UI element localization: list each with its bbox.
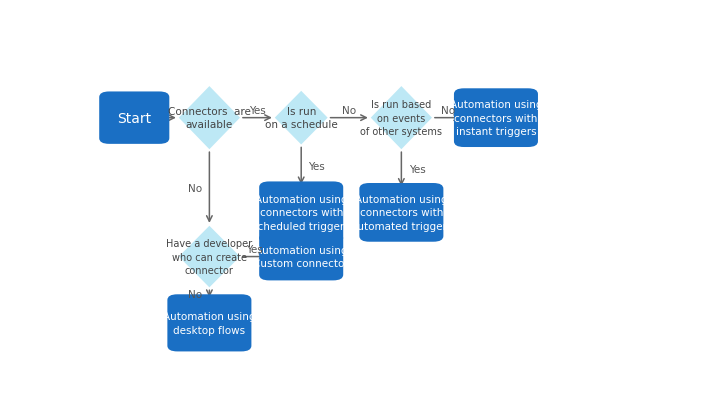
Polygon shape: [179, 87, 240, 150]
Text: Automation using
desktop flows: Automation using desktop flows: [163, 311, 256, 335]
Text: Is run
on a schedule: Is run on a schedule: [265, 107, 337, 130]
FancyBboxPatch shape: [359, 184, 444, 242]
FancyBboxPatch shape: [259, 233, 343, 281]
Text: Automation using
connectors with
scheduled triggers: Automation using connectors with schedul…: [252, 194, 350, 231]
Text: Yes: Yes: [309, 162, 325, 171]
Text: Yes: Yes: [246, 244, 263, 254]
Polygon shape: [275, 92, 327, 145]
Polygon shape: [370, 87, 432, 150]
FancyBboxPatch shape: [99, 92, 169, 144]
Text: Is run based
on events
of other systems: Is run based on events of other systems: [360, 100, 442, 137]
Text: Connectors  are
available: Connectors are available: [168, 107, 251, 130]
Text: No: No: [188, 289, 202, 299]
Text: No: No: [441, 106, 455, 115]
FancyBboxPatch shape: [259, 182, 343, 244]
Text: No: No: [188, 183, 202, 193]
Text: Automation using
connectors with
instant triggers: Automation using connectors with instant…: [449, 100, 542, 137]
FancyBboxPatch shape: [167, 294, 251, 352]
Polygon shape: [179, 226, 240, 288]
Text: Yes: Yes: [249, 106, 266, 115]
Text: No: No: [342, 106, 356, 115]
Text: Start: Start: [117, 111, 151, 125]
Text: Have a developer
who can create
connector: Have a developer who can create connecto…: [167, 238, 253, 276]
FancyBboxPatch shape: [454, 89, 538, 148]
Text: Automation using
connectors with
automated triggers: Automation using connectors with automat…: [350, 194, 452, 231]
Text: Yes: Yes: [409, 164, 425, 175]
Text: Automation using
Custom connector: Automation using Custom connector: [253, 245, 349, 269]
